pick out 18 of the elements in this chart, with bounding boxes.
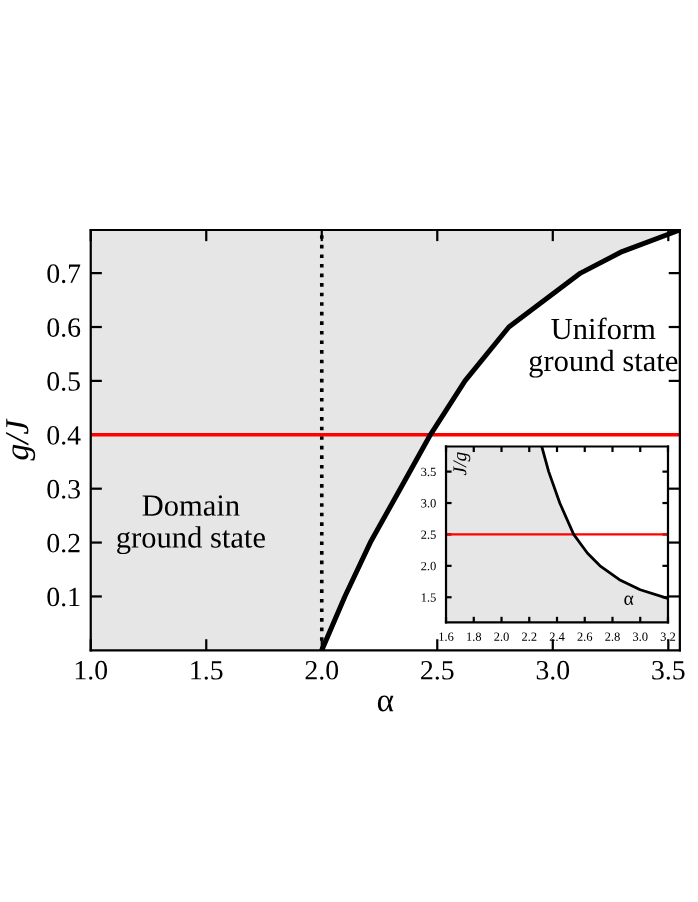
y-tick-label: 0.6 (47, 318, 81, 338)
annotation: Domain ground state (117, 495, 265, 555)
x-axis-title: α (624, 595, 634, 605)
x-axis-title: α (377, 695, 394, 712)
y-tick-label: 0.3 (47, 479, 80, 499)
x-tick-label: 3.5 (652, 660, 685, 680)
y-axis-title: g/J (6, 418, 36, 461)
annotation: Uniform ground state (529, 317, 678, 378)
x-tick-label: 3.0 (536, 660, 570, 680)
y-tick-label: 0.1 (47, 587, 80, 607)
x-tick-label: 1.5 (191, 661, 223, 680)
x-tick-label: 2.0 (305, 660, 339, 680)
y-tick-label: 0.7 (47, 264, 81, 284)
x-tick-label: 1.0 (75, 660, 108, 680)
y-tick-label: 0.5 (47, 372, 80, 391)
y-tick-label: 0.2 (47, 533, 80, 553)
y-axis-title: J/g (453, 452, 471, 476)
y-tick-label: 0.4 (47, 425, 81, 445)
